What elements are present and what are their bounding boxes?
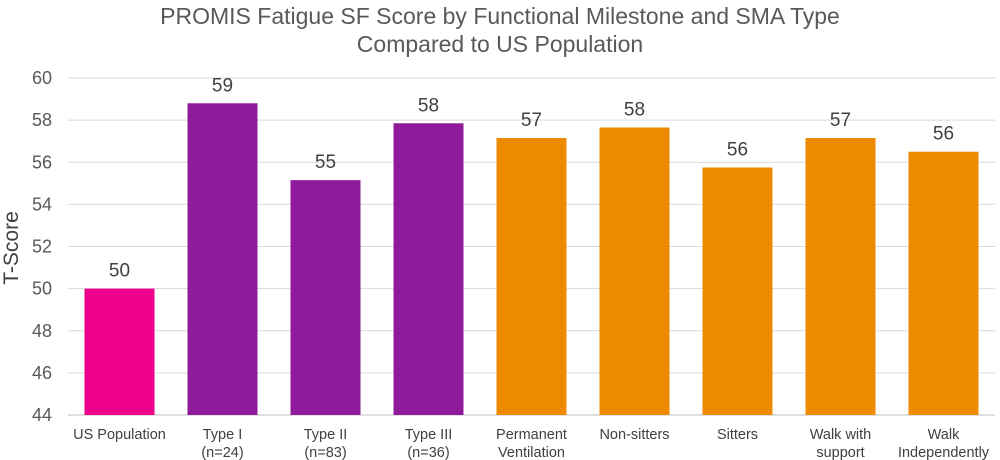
y-tick-label: 46 <box>32 363 52 383</box>
y-tick-label: 60 <box>32 68 52 88</box>
data-label: 59 <box>212 75 233 96</box>
chart-title-line-2: Compared to US Population <box>356 31 644 57</box>
bar <box>187 103 258 416</box>
bar <box>599 127 670 415</box>
data-label: 58 <box>418 95 439 116</box>
category-label: Sitters <box>717 427 758 443</box>
y-axis-label: T-Score <box>0 211 23 285</box>
data-label: 57 <box>521 110 542 131</box>
bar <box>702 167 773 415</box>
data-labels: 50 59 55 58 57 58 56 57 56 <box>109 75 954 281</box>
category-label: Walk Independently <box>898 427 990 460</box>
category-label: Permanent Ventilation <box>496 427 567 460</box>
bar <box>805 138 876 415</box>
bar <box>393 123 464 416</box>
bars <box>84 103 979 416</box>
y-tick-label: 56 <box>32 152 52 172</box>
category-label: Type III (n=36) <box>405 427 453 460</box>
bar <box>290 180 361 415</box>
y-tick-label: 50 <box>32 279 52 299</box>
bar <box>496 138 567 415</box>
category-label: Type I (n=24) <box>201 427 243 460</box>
bar <box>908 151 979 415</box>
chart-title-line-1: PROMIS Fatigue SF Score by Functional Mi… <box>160 3 840 29</box>
bar <box>84 288 155 415</box>
data-label: 57 <box>830 110 851 131</box>
category-label: Type II (n=83) <box>304 427 348 460</box>
category-label: Non-sitters <box>599 427 669 443</box>
y-tick-label: 52 <box>32 237 52 257</box>
data-label: 56 <box>933 124 954 145</box>
data-label: 56 <box>727 140 748 161</box>
data-label: 58 <box>624 99 645 120</box>
y-tick-label: 44 <box>32 405 52 425</box>
data-label: 55 <box>315 152 336 173</box>
category-labels: US Population Type I (n=24) Type II (n=83) Ty… <box>73 427 990 460</box>
category-label: Walk with support <box>810 427 872 460</box>
data-label: 50 <box>109 261 130 282</box>
y-tick-label: 48 <box>32 321 52 341</box>
y-tick-label: 54 <box>32 194 52 214</box>
y-tick-label: 58 <box>32 110 52 130</box>
category-label: US Population <box>73 427 166 443</box>
y-axis-ticks: 44 46 48 50 52 54 56 58 60 <box>32 68 52 425</box>
